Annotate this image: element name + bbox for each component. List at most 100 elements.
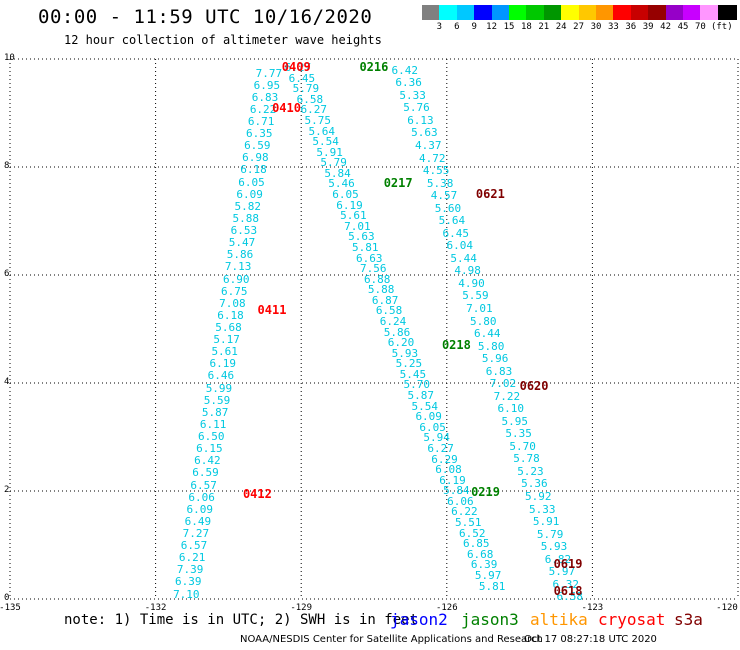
wave-height-value: 7.02: [489, 377, 517, 391]
wave-height-value: 6.82: [544, 552, 572, 566]
wave-height-value: 5.36: [521, 477, 548, 491]
wave-height-value: 6.27: [427, 441, 454, 455]
wave-height-value: 6.53: [230, 224, 258, 238]
wave-height-value: 5.94: [423, 431, 450, 445]
wave-height-value: 6.63: [356, 251, 383, 265]
wave-height-value: 6.05: [419, 420, 446, 434]
legend-swatch: [613, 5, 633, 20]
y-tick-label: 10: [4, 53, 15, 63]
x-tick-label: -126: [435, 603, 458, 613]
wave-height-value: 5.51: [455, 516, 482, 530]
wave-height-value: 6.46: [207, 369, 235, 383]
wave-height-value: 6.90: [222, 272, 250, 286]
wave-height-value: 4.72: [418, 151, 446, 165]
wave-height-value: 5.70: [403, 378, 431, 392]
wave-height-value: 6.35: [245, 127, 273, 141]
legend-swatch: [700, 5, 720, 20]
wave-height-value: 5.59: [462, 289, 489, 303]
y-tick-label: 4: [4, 377, 10, 387]
wave-height-value: 5.91: [532, 515, 560, 529]
wave-height-value: 5.47: [228, 236, 256, 250]
wave-height-value: 5.80: [477, 339, 505, 353]
y-tick-label: 8: [4, 161, 10, 171]
wave-height-value: 6.09: [236, 187, 263, 201]
wave-height-value: 6.50: [198, 430, 225, 444]
legend-swatch: [717, 5, 737, 20]
pass-time-label: 0621: [475, 187, 505, 201]
legend-label: 30: [590, 22, 602, 32]
wave-height-value: 4.90: [458, 276, 485, 290]
wave-height-value: 6.19: [209, 357, 237, 371]
legend-swatch: [456, 5, 476, 20]
legend-label: 42: [660, 22, 672, 32]
wave-height-value: 5.84: [443, 484, 470, 498]
legend-swatch: [665, 5, 685, 20]
wave-height-value: 6.18: [240, 163, 267, 177]
wave-height-value: 5.75: [304, 113, 332, 127]
wave-height-value: 5.17: [213, 333, 240, 347]
legend-label: 36: [625, 22, 637, 32]
pass-time-label: 0619: [553, 556, 583, 571]
pass-time-label: 0409: [281, 60, 311, 75]
y-tick-label: 2: [4, 485, 10, 495]
legend-label: 45: [677, 22, 689, 32]
wave-height-value: 5.88: [367, 283, 395, 297]
legend-swatch: [439, 5, 459, 20]
wave-height-value: 6.20: [387, 336, 415, 350]
wave-height-value: 5.68: [215, 320, 242, 334]
wave-height-value: 5.35: [505, 427, 532, 441]
legend-swatch: [526, 5, 546, 20]
wave-height-value: 6.52: [459, 526, 486, 540]
pass-time-label: 0620: [519, 378, 549, 393]
satellite-name: jason2: [390, 610, 448, 629]
legend-swatch: [578, 5, 598, 20]
wave-height-value: 6.42: [194, 454, 221, 468]
wave-height-value: 5.97: [474, 568, 502, 582]
wave-height-value: 7.77: [255, 66, 283, 80]
wave-height-value: 6.57: [190, 478, 217, 492]
wave-height-value: 6.21: [178, 551, 206, 565]
wave-height-value: 6.04: [446, 239, 473, 253]
legend-label: 12: [486, 22, 498, 32]
wave-height-value: 6.75: [221, 284, 248, 298]
wave-height-value: 5.86: [383, 325, 411, 339]
wave-height-value: 5.63: [411, 126, 438, 140]
wave-height-value: 6.32: [552, 577, 580, 591]
pass-time-label: 0217: [383, 176, 413, 191]
wave-height-value: 6.59: [192, 466, 219, 480]
footer-credit: NOAA/NESDIS Center for Satellite Applica…: [240, 634, 543, 645]
legend-label: 70: [694, 22, 706, 32]
wave-height-value: 5.60: [434, 201, 462, 215]
wave-height-value: 6.83: [485, 364, 513, 378]
wave-height-value: 6.27: [284, 61, 312, 75]
y-tick-label: 6: [4, 269, 10, 279]
legend-swatch: [683, 5, 702, 20]
legend-swatch: [648, 5, 668, 20]
pass-time-label: 0218: [441, 338, 471, 353]
wave-height-value: 5.87: [407, 389, 435, 403]
pass-time-label: 0412: [242, 486, 272, 501]
satellite-name: cryosat: [598, 610, 666, 629]
wave-height-value: 5.95: [501, 414, 528, 428]
wave-height-value: 4.98: [454, 264, 481, 278]
wave-height-value: 6.49: [184, 514, 212, 528]
wave-height-value: 7.22: [493, 389, 521, 403]
legend-label: 21: [538, 22, 550, 32]
legend-swatch: [474, 5, 494, 20]
wave-height-value: 5.45: [399, 367, 427, 381]
wave-height-value: 5.54: [411, 399, 438, 413]
wave-height-value: 6.45: [442, 226, 470, 240]
wave-height-value: 5.54: [312, 135, 339, 149]
pass-time-label: 0216: [359, 60, 389, 75]
map-subtitle: 12 hour collection of altimeter wave hei…: [64, 33, 382, 47]
x-tick-label: -123: [581, 603, 604, 613]
wave-height-value: 6.87: [371, 293, 399, 307]
wave-height-value: 7.10: [173, 587, 200, 601]
wave-height-value: 5.99: [205, 381, 233, 395]
satellite-name: s3a: [674, 610, 703, 629]
wave-height-value: 5.44: [450, 251, 477, 265]
wave-height-value: 6.09: [415, 410, 442, 424]
wave-height-value: 6.59: [244, 139, 271, 153]
wave-height-value: 5.96: [481, 352, 509, 366]
